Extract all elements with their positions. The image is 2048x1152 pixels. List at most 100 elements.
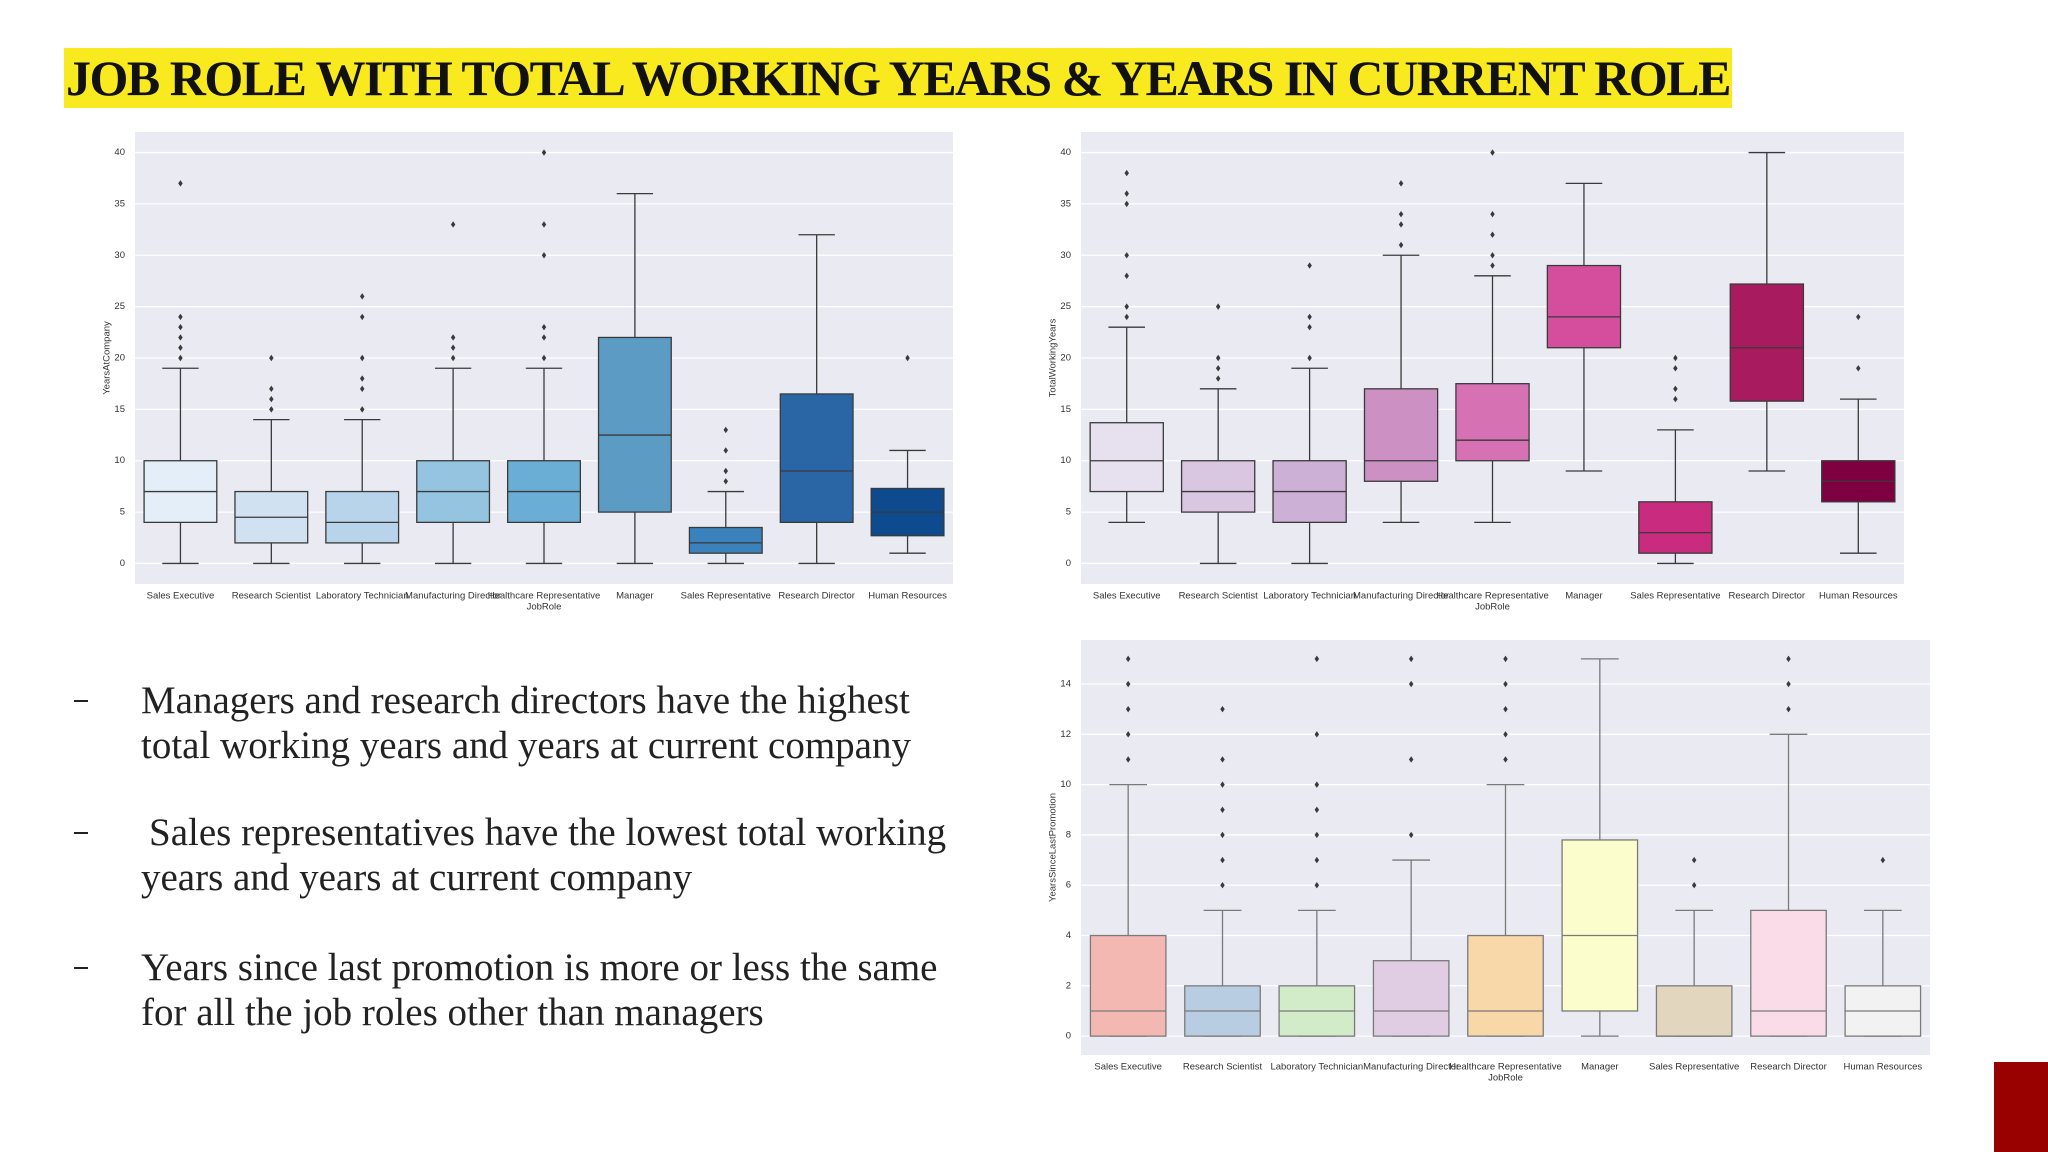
flier: [1786, 680, 1791, 688]
flier: [1220, 756, 1225, 763]
flier: [359, 385, 365, 393]
bullet-line: Sales representatives have the lowest to…: [149, 811, 947, 854]
flier: [1307, 262, 1312, 269]
flier: [723, 426, 729, 434]
flier: [1314, 655, 1320, 663]
flier: [1307, 313, 1312, 321]
box: [1546, 264, 1622, 349]
y-tick-label: 15: [114, 404, 125, 415]
bullet-line: years and years at current company: [141, 856, 693, 899]
bullet-line: for all the job roles other than manager…: [141, 991, 764, 1034]
flier: [450, 354, 456, 362]
flier: [1490, 210, 1495, 218]
flier: [1503, 756, 1508, 763]
corner-decoration: [1994, 1062, 2048, 1152]
flier: [178, 334, 183, 341]
flier: [1503, 731, 1508, 738]
y-tick-label: 25: [1060, 301, 1071, 312]
x-tick-label: Sales Executive: [1093, 591, 1161, 602]
bullet-dash: [74, 700, 88, 702]
flier: [1220, 705, 1225, 713]
box: [688, 526, 763, 554]
y-tick-label: 40: [1060, 147, 1071, 158]
x-tick-label: Manager: [616, 591, 654, 602]
y-tick-label: 20: [1060, 353, 1071, 364]
flier: [541, 149, 547, 156]
flier: [541, 323, 547, 331]
flier: [1307, 354, 1312, 362]
flier: [541, 354, 547, 362]
flier: [541, 221, 547, 228]
y-tick-label: 12: [1060, 729, 1071, 740]
flier: [541, 252, 547, 259]
flier: [1314, 731, 1320, 738]
x-tick-label: Laboratory Technician: [316, 591, 409, 602]
flier: [1408, 655, 1414, 663]
flier: [1490, 149, 1495, 156]
flier: [178, 180, 183, 187]
x-tick-label: Human Resources: [1819, 591, 1898, 602]
box: [1180, 460, 1256, 513]
y-tick-label: 35: [1060, 198, 1071, 209]
flier: [1503, 705, 1508, 713]
y-tick-label: 15: [1060, 404, 1071, 415]
bullet: Sales representatives have the lowest to…: [72, 810, 1032, 900]
x-tick-label: Sales Executive: [1094, 1062, 1162, 1073]
flier: [1125, 756, 1131, 763]
flier: [1314, 831, 1320, 839]
flier: [269, 385, 274, 393]
x-tick-label: Research Scientist: [232, 591, 312, 602]
y-tick-label: 2: [1066, 980, 1071, 991]
flier: [178, 344, 183, 351]
bullet-line: Years since last promotion is more or le…: [141, 946, 938, 989]
flier: [1880, 856, 1886, 864]
flier: [1124, 169, 1129, 177]
y-tick-label: 0: [120, 558, 125, 569]
box: [779, 393, 854, 524]
y-tick-label: 4: [1066, 930, 1071, 941]
flier: [723, 447, 729, 454]
flier: [1220, 806, 1225, 813]
flier: [1503, 655, 1508, 663]
flier: [1856, 313, 1861, 321]
flier: [1490, 231, 1495, 238]
flier: [1673, 354, 1678, 362]
box: [1089, 934, 1167, 1037]
x-tick-label: Sales Representative: [1649, 1062, 1739, 1073]
flier: [1220, 856, 1225, 864]
flier: [269, 406, 274, 413]
flier: [905, 354, 910, 362]
x-tick-label: Research Director: [1750, 1062, 1827, 1073]
flier: [1786, 705, 1791, 713]
x-tick-label: Research Director: [1729, 591, 1806, 602]
x-tick-label: Laboratory Technician: [1270, 1062, 1363, 1073]
flier: [450, 334, 456, 341]
flier: [1673, 365, 1678, 372]
flier: [1673, 385, 1678, 393]
flier: [1490, 262, 1495, 269]
flier: [269, 395, 274, 403]
flier: [1125, 680, 1131, 688]
y-tick-label: 14: [1060, 679, 1071, 690]
x-tick-label: Sales Executive: [147, 591, 215, 602]
flier: [1314, 856, 1320, 864]
flier: [1124, 272, 1129, 280]
box: [1467, 934, 1544, 1037]
flier: [178, 354, 183, 362]
flier: [1691, 882, 1697, 889]
flier: [1215, 365, 1221, 372]
flier: [1856, 365, 1861, 372]
flier: [450, 221, 456, 228]
box: [1089, 422, 1164, 493]
flier: [1691, 856, 1697, 864]
flier: [1408, 831, 1414, 839]
y-tick-label: 20: [114, 353, 125, 364]
flier: [1125, 705, 1131, 713]
box: [1729, 283, 1805, 402]
flier: [723, 478, 729, 485]
box: [1750, 909, 1827, 1037]
box: [1655, 985, 1733, 1037]
flier: [1220, 781, 1225, 788]
flier: [541, 334, 547, 341]
